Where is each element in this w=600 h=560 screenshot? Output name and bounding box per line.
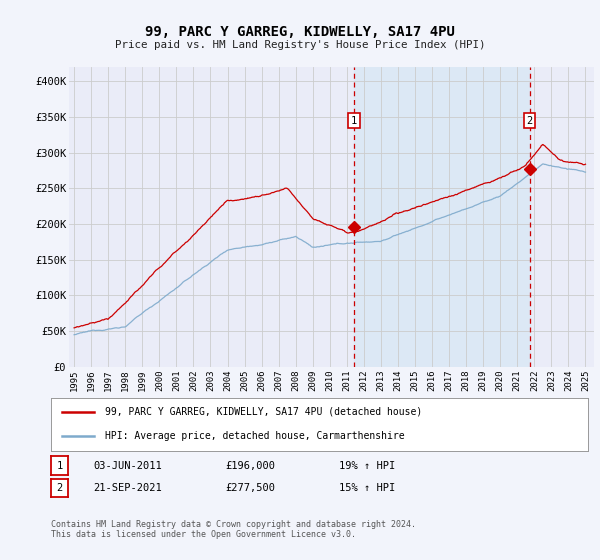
Text: £196,000: £196,000 bbox=[225, 461, 275, 470]
Text: 1: 1 bbox=[351, 116, 357, 125]
Text: 03-JUN-2011: 03-JUN-2011 bbox=[93, 461, 162, 470]
Text: 19% ↑ HPI: 19% ↑ HPI bbox=[339, 461, 395, 470]
Text: Contains HM Land Registry data © Crown copyright and database right 2024.
This d: Contains HM Land Registry data © Crown c… bbox=[51, 520, 416, 539]
Text: 2: 2 bbox=[56, 483, 62, 493]
Text: 21-SEP-2021: 21-SEP-2021 bbox=[93, 483, 162, 493]
Text: 1: 1 bbox=[56, 461, 62, 470]
Text: HPI: Average price, detached house, Carmarthenshire: HPI: Average price, detached house, Carm… bbox=[105, 431, 404, 441]
Text: 2: 2 bbox=[526, 116, 533, 125]
Text: Price paid vs. HM Land Registry's House Price Index (HPI): Price paid vs. HM Land Registry's House … bbox=[115, 40, 485, 50]
Bar bbox=[354, 67, 530, 367]
Text: 15% ↑ HPI: 15% ↑ HPI bbox=[339, 483, 395, 493]
Text: 99, PARC Y GARREG, KIDWELLY, SA17 4PU (detached house): 99, PARC Y GARREG, KIDWELLY, SA17 4PU (d… bbox=[105, 407, 422, 417]
Text: 99, PARC Y GARREG, KIDWELLY, SA17 4PU: 99, PARC Y GARREG, KIDWELLY, SA17 4PU bbox=[145, 25, 455, 39]
Text: £277,500: £277,500 bbox=[225, 483, 275, 493]
